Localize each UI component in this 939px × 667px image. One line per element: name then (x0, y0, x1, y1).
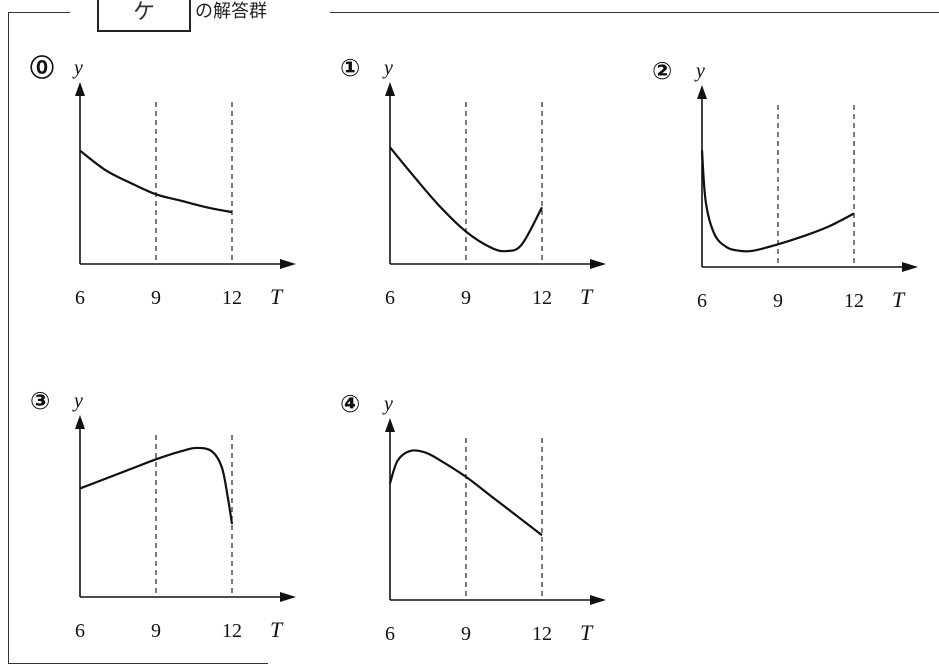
y-axis-label: y (72, 57, 83, 79)
choice-graph-1[interactable]: ① y T 6 9 12 (340, 52, 615, 317)
graph-curve (388, 449, 543, 537)
answer-blank-label: ケ (132, 0, 155, 25)
tick-label: 9 (151, 620, 161, 642)
tick-label: 6 (75, 620, 85, 642)
y-axis-arrow (697, 85, 707, 99)
graph-svg: ① y T 6 9 12 (340, 54, 606, 309)
choice-graph-2[interactable]: ② y T 6 9 12 (652, 55, 927, 320)
tick-label: 12 (222, 620, 242, 642)
x-axis-arrow (280, 259, 296, 269)
tick-label: 6 (385, 623, 395, 645)
tick-label: 12 (222, 287, 242, 309)
y-axis-label: y (382, 57, 393, 79)
tick-label: 9 (461, 287, 471, 309)
choice-marker: ① (340, 54, 360, 82)
x-axis-label: T (270, 284, 284, 309)
tick-label: 6 (385, 287, 395, 309)
answer-blank-box: ケ (97, 0, 191, 32)
frame-left (8, 12, 9, 664)
choice-marker: ⓪ (30, 54, 54, 82)
graph-svg: ⓪ y T 6 9 12 (30, 54, 296, 309)
tick-label: 6 (75, 287, 85, 309)
y-axis-arrow (385, 418, 395, 432)
choice-graph-0[interactable]: ⓪ y T 6 9 12 (30, 52, 305, 317)
tick-label: 12 (844, 290, 864, 312)
choice-graph-4[interactable]: ④ y T 6 9 12 (340, 388, 615, 653)
graph-curve (389, 146, 543, 253)
x-axis-arrow (590, 259, 606, 269)
x-axis-label: T (270, 617, 284, 642)
choice-marker: ② (652, 57, 672, 85)
y-axis-arrow (75, 415, 85, 429)
x-axis-label: T (580, 620, 594, 645)
tick-label: 9 (461, 623, 471, 645)
tick-label: 9 (773, 290, 783, 312)
y-axis-label: y (382, 393, 393, 415)
y-axis-label: y (72, 390, 83, 412)
choice-graph-3[interactable]: ③ y T 6 9 12 (30, 385, 305, 650)
graph-svg: ② y T 6 9 12 (652, 57, 918, 312)
graph-curve (79, 149, 233, 214)
tick-label: 12 (532, 287, 552, 309)
x-axis-arrow (902, 262, 918, 272)
x-axis-arrow (280, 592, 296, 602)
frame-bottom (8, 663, 268, 664)
tick-label: 9 (151, 287, 161, 309)
tick-label: 6 (697, 290, 707, 312)
x-axis-label: T (580, 284, 594, 309)
y-axis-label: y (694, 60, 705, 82)
frame-top-right (330, 12, 939, 13)
graph-svg: ③ y T 6 9 12 (30, 387, 296, 642)
frame-top-left (8, 12, 70, 13)
graph-curve (79, 446, 234, 525)
tick-label: 12 (532, 623, 552, 645)
y-axis-arrow (75, 82, 85, 96)
x-axis-arrow (590, 595, 606, 605)
graph-svg: ④ y T 6 9 12 (340, 390, 606, 645)
choice-marker: ④ (340, 390, 360, 418)
x-axis-label: T (892, 287, 906, 312)
answer-group-title: の解答群 (195, 1, 267, 22)
graph-curve (700, 150, 855, 253)
choice-marker: ③ (30, 387, 50, 415)
y-axis-arrow (385, 82, 395, 96)
